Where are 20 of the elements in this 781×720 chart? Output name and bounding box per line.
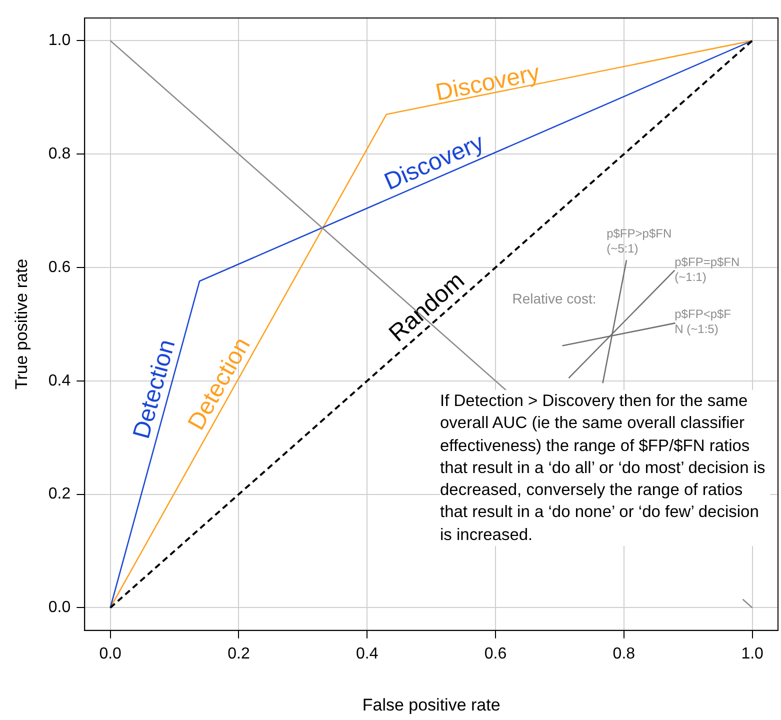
annotation: p$FP<p$FN (~1:5) xyxy=(674,307,732,336)
x-axis-title: False positive rate xyxy=(362,695,500,714)
annotation: If Detection > Discovery then for the same overall AUC (ie the same overall classifier effectiveness) the range of $FP/$FN ratios that result in a ‘do all’ or ‘do most’ decision is decreased, conversely the range of ratios that result in a ‘do none’ or ‘do few’ decision is increased. xyxy=(440,390,770,546)
annotation: Relative cost: xyxy=(512,290,596,306)
x-tick-label: 0.8 xyxy=(612,645,636,662)
y-tick-label: 0.4 xyxy=(48,372,71,390)
x-tick-label: 1.0 xyxy=(741,645,764,662)
y-tick-label: 0.8 xyxy=(48,145,71,162)
x-tick-label: 0.6 xyxy=(484,645,507,662)
y-tick-label: 0.6 xyxy=(48,258,71,276)
x-tick-label: 0.4 xyxy=(356,645,378,662)
annotation: p$FP>p$FN (~5:1) xyxy=(606,226,672,256)
y-tick-label: 0.0 xyxy=(48,599,71,616)
y-axis-title: True positive rate xyxy=(12,258,31,390)
y-tick-label: 1.0 xyxy=(48,32,71,50)
x-tick-label: 0.2 xyxy=(228,645,250,662)
y-tick-label: 0.2 xyxy=(48,486,71,503)
annotation: p$FP=p$FN (~1:1) xyxy=(674,255,740,284)
x-tick-label: 0.0 xyxy=(99,645,122,662)
annotation: Discovery xyxy=(433,59,542,107)
